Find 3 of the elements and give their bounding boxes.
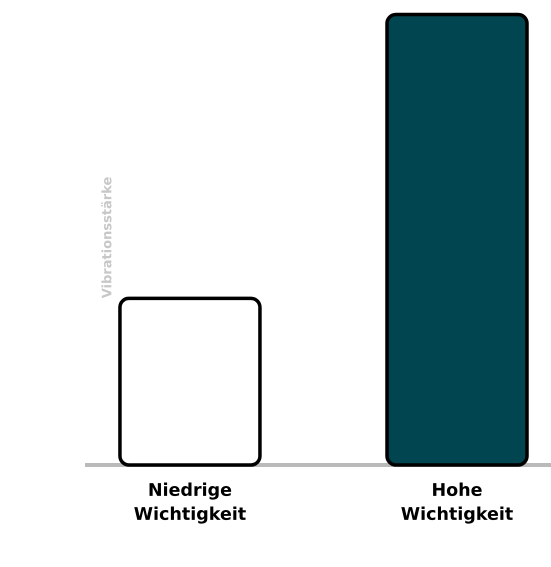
x-tick-label: Niedrige Wichtigkeit	[134, 482, 246, 524]
y-axis-title: Vibrationsstärke	[101, 177, 112, 298]
x-tick-label: Hohe Wichtigkeit	[401, 482, 513, 524]
